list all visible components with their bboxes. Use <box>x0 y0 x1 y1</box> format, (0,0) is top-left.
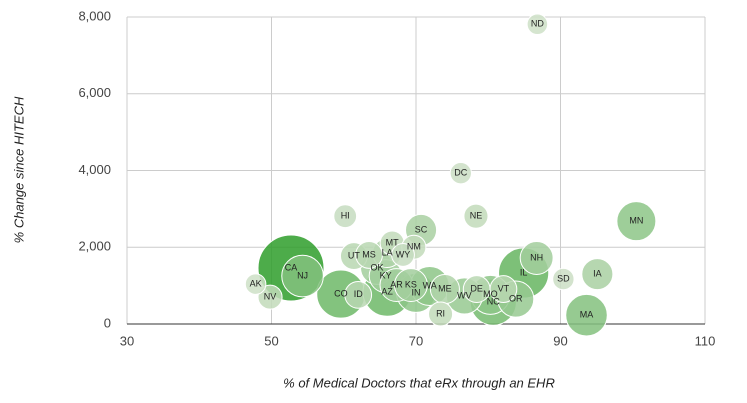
bubble-label: NE <box>470 211 483 221</box>
bubble <box>391 243 415 267</box>
bubble-label: AR <box>390 279 403 289</box>
x-tick-label: 70 <box>409 333 423 348</box>
bubble-label: AZ <box>381 287 393 297</box>
bubble-label: ND <box>531 19 544 29</box>
bubble <box>552 267 575 291</box>
bubble-label: IA <box>593 268 602 278</box>
bubble <box>344 280 373 309</box>
y-tick-label: 6,000 <box>78 85 111 100</box>
bubble-label: UT <box>348 250 360 260</box>
bubble-label: KS <box>405 279 417 289</box>
bubble-label: LA <box>382 247 393 257</box>
bubble-label: NJ <box>297 270 308 280</box>
bubble <box>257 284 283 310</box>
bubble-label: DC <box>454 168 467 178</box>
bubble <box>581 258 614 291</box>
bubble-label: SD <box>557 273 570 283</box>
bubble-label: MA <box>580 310 594 320</box>
bubble <box>244 273 267 295</box>
bubble-label: ME <box>438 283 452 293</box>
bubble <box>526 13 549 36</box>
bubble-label: CA <box>285 262 298 272</box>
bubble-label: KY <box>380 270 392 280</box>
bubble-label: CO <box>334 288 348 298</box>
y-axis-label: % Change since HITECH <box>11 96 26 243</box>
bubble-label: SC <box>415 224 428 234</box>
bubble-label: MS <box>362 249 376 259</box>
bubble-label: DE <box>470 283 483 293</box>
bubble-label: MT <box>386 237 399 247</box>
bubble-label: OR <box>509 293 523 303</box>
bubble <box>449 162 472 185</box>
bubble-label: WA <box>423 280 437 290</box>
y-tick-label: 0 <box>104 315 111 330</box>
x-tick-label: 110 <box>695 333 716 348</box>
bubble-label: WV <box>457 290 472 300</box>
x-axis-label: % of Medical Doctors that eRx through an… <box>283 375 555 390</box>
bubble-label: RI <box>436 308 445 318</box>
x-tick-label: 30 <box>120 333 134 348</box>
bubble <box>281 254 324 298</box>
bubble-label: HI <box>341 211 350 221</box>
bubble <box>393 268 428 303</box>
bubble-label: NM <box>407 242 421 252</box>
bubble-label: VT <box>498 283 510 293</box>
bubble <box>519 241 554 275</box>
x-tick-label: 90 <box>553 333 567 348</box>
bubble-label: NV <box>264 292 277 302</box>
bubble-label: NC <box>487 297 500 307</box>
y-tick-label: 8,000 <box>78 8 111 23</box>
bubble-label: WY <box>396 249 411 259</box>
bubble <box>463 203 489 229</box>
bubble-label: NH <box>530 252 543 262</box>
bubble-label: IL <box>520 267 528 277</box>
bubble-label: ID <box>354 289 364 299</box>
bubble <box>616 201 657 242</box>
bubble-label: IN <box>412 287 421 297</box>
bubble <box>489 275 518 303</box>
bubble-label: OK <box>370 262 383 272</box>
y-tick-label: 4,000 <box>78 162 111 177</box>
x-tick-label: 50 <box>264 333 278 348</box>
bubble <box>355 241 383 269</box>
bubble <box>565 293 608 337</box>
bubble <box>428 301 454 327</box>
bubble-label: MN <box>629 216 643 226</box>
bubble <box>333 204 358 229</box>
bubble-label: MO <box>483 289 498 299</box>
bubble-label: AK <box>250 278 262 288</box>
y-tick-label: 2,000 <box>78 239 111 254</box>
